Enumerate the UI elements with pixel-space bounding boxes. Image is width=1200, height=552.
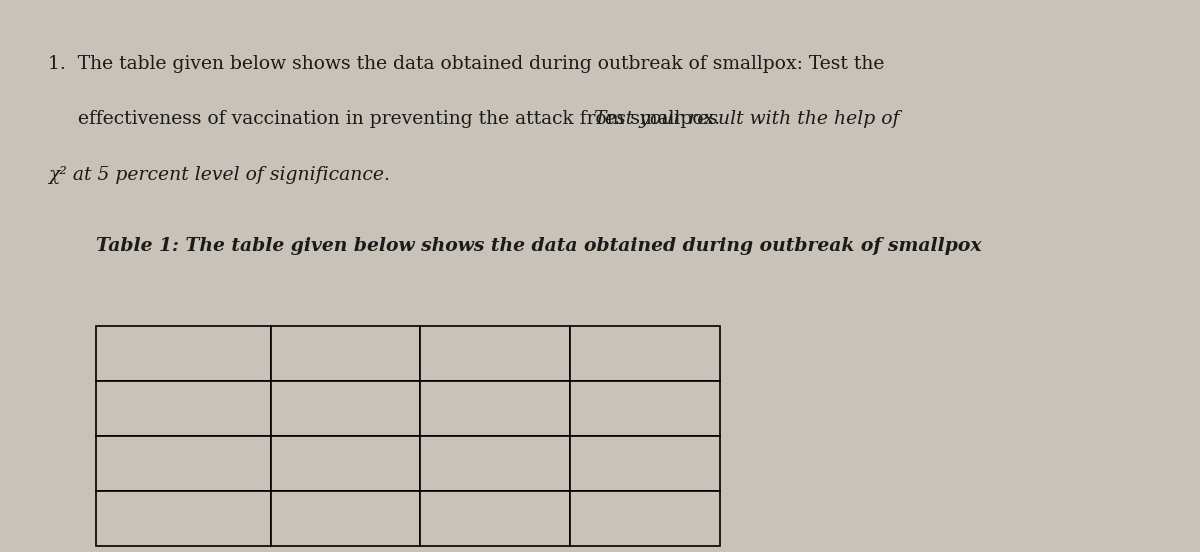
Text: Test your result with the help of: Test your result with the help of [594,110,900,129]
Text: Total: Total [106,510,156,528]
Text: Not Vaccinated: Not Vaccinated [106,455,245,473]
Text: effectiveness of vaccination in preventing the attack from smallpox.: effectiveness of vaccination in preventi… [48,110,726,129]
Text: 1500: 1500 [622,455,668,473]
Text: Vaccinated: Vaccinated [106,400,205,417]
Text: Table 1: The table given below shows the data obtained during outbreak of smallp: Table 1: The table given below shows the… [96,237,982,256]
Text: 216: 216 [326,510,365,528]
Text: Attacked: Attacked [301,344,390,362]
Text: 31: 31 [334,400,358,417]
Text: 500: 500 [628,400,662,417]
Text: 469: 469 [478,400,512,417]
Text: Not Attacked: Not Attacked [430,344,562,362]
Text: 1.  The table given below shows the data obtained during outbreak of smallpox: T: 1. The table given below shows the data … [48,55,884,73]
Text: 1784: 1784 [470,510,521,528]
Text: 185: 185 [329,455,362,473]
Text: χ² at 5 percent level of significance.: χ² at 5 percent level of significance. [48,166,390,184]
Text: 2000: 2000 [620,510,671,528]
Text: Task C: Task C [612,344,678,362]
Text: 1315: 1315 [473,455,518,473]
